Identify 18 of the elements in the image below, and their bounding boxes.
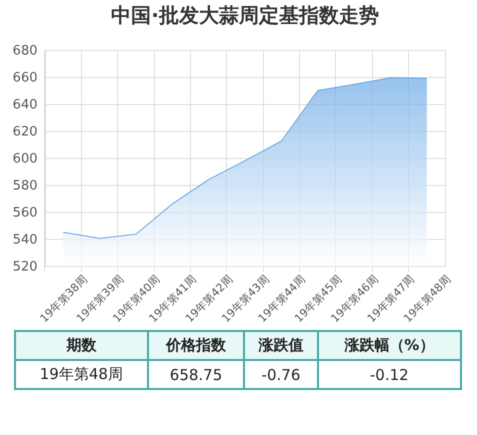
- text: -0.76: [244, 360, 318, 389]
- y-tick-label: 580: [12, 178, 38, 194]
- y-tick-label: 660: [12, 70, 38, 86]
- text: 19年第48周: [15, 360, 148, 389]
- y-tick-label: 540: [12, 232, 38, 248]
- chart-title: 中国·批发大蒜周定基指数走势: [111, 3, 379, 27]
- y-tick-label: 640: [12, 98, 38, 112]
- text: 期数: [15, 331, 148, 360]
- y-tick-label: 560: [12, 206, 38, 220]
- text: 涨跌幅（%）: [318, 331, 461, 360]
- y-tick-label: 600: [12, 152, 38, 166]
- y-tick-label: 520: [12, 260, 38, 274]
- text: -0.12: [318, 360, 461, 389]
- y-tick-label: 620: [12, 124, 38, 140]
- text: 658.75: [148, 360, 244, 389]
- y-tick-label: 680: [12, 44, 38, 58]
- text: 价格指数: [148, 331, 244, 360]
- text: 涨跌值: [244, 331, 318, 360]
